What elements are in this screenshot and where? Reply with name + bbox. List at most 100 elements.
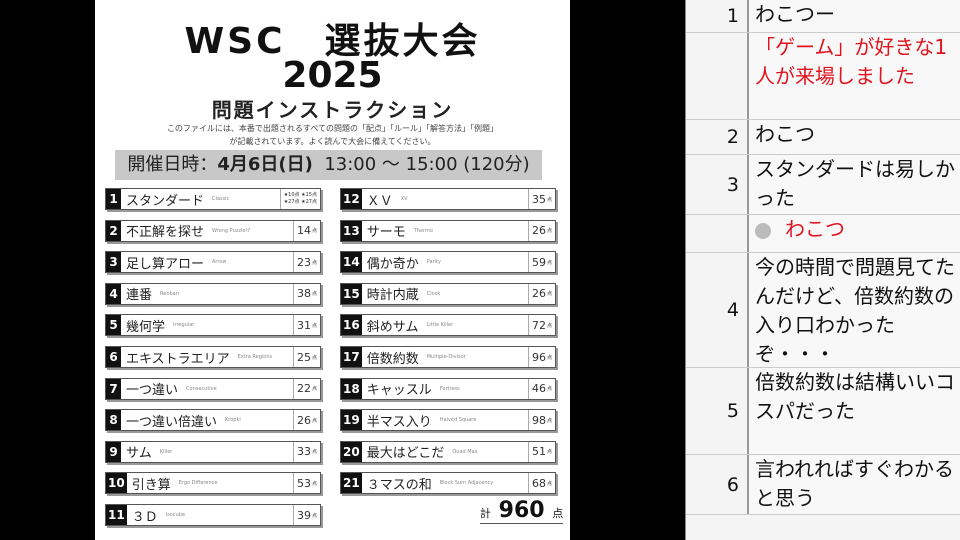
puzzle-number: 11	[106, 505, 127, 525]
puzzle-points: 25 点	[292, 347, 320, 367]
puzzle-number: 14	[341, 252, 362, 273]
puzzle-points: 31 点	[292, 315, 320, 336]
puzzle-row: 4 連番 Renban 38 点	[105, 282, 321, 305]
puzzle-english-name: Multiple-Divisor	[426, 354, 466, 360]
puzzle-name: ＸＶ	[366, 193, 393, 209]
puzzle-number: 18	[341, 378, 362, 399]
puzzle-row: 9 サム Killer 33 点	[105, 440, 321, 463]
puzzle-number: 1	[106, 189, 121, 209]
comment-text: 今の時間で問題見てたんだけど、倍数約数の入り口わかったぞ・・・	[749, 253, 960, 367]
comment-number: 6	[686, 455, 749, 514]
broadcaster-icon	[755, 222, 771, 239]
puzzle-english-name: Ergo Difference	[178, 480, 218, 487]
puzzle-row: 2 不正解を探せ Wrong Puzzle!? 14 点	[105, 219, 321, 242]
comment-row[interactable]: 6 言われればすぐわかると思う	[686, 455, 960, 515]
puzzle-number: 16	[341, 315, 362, 336]
puzzle-name: エキストラエリア	[126, 351, 230, 367]
puzzle-name: 引き算	[131, 477, 171, 493]
puzzle-number: 5	[106, 315, 121, 336]
comment-number	[686, 33, 749, 119]
puzzle-english-name: Extra Regions	[237, 354, 273, 360]
puzzle-name: 一つ違い倍違い	[126, 414, 218, 430]
date-value: 4月6日(日)	[217, 154, 313, 175]
puzzle-name: サーモ	[366, 225, 406, 241]
puzzle-name: 半マス入り	[366, 414, 432, 430]
puzzle-english-name: Isocube	[165, 512, 186, 518]
comment-text: 倍数約数は結構いいコスパだった	[749, 368, 960, 454]
date-bar: 開催日時：4月6日(日) 13:00 ～ 15:00 (120分)	[115, 150, 542, 180]
puzzle-number: 19	[341, 410, 362, 431]
puzzle-row: 1 スタンダード Classic ★10点 ★15点 ★27点 ★27点	[105, 188, 321, 210]
puzzle-points: 26 点	[292, 410, 320, 431]
puzzle-row: 7 一つ違い Consecutive 22 点	[105, 377, 321, 400]
comment-row[interactable]: 5 倍数約数は結構いいコスパだった	[686, 368, 960, 455]
puzzle-row: 17 倍数約数 Multiple-Divisor 96 点	[340, 346, 556, 368]
puzzle-row: 16 斜めサム Little Killer 72 点	[340, 314, 556, 337]
puzzle-name: キャッスル	[366, 383, 432, 399]
puzzle-points: 59 点	[527, 252, 555, 273]
comment-text: わこつ	[749, 215, 960, 252]
puzzle-english-name: Little Killer	[426, 322, 454, 329]
puzzle-name: ３Ｄ	[131, 509, 158, 525]
puzzle-number: 12	[341, 189, 362, 209]
comment-row[interactable]: 「ゲーム」が好きな1人が来場しました	[686, 33, 960, 120]
comment-text: わこつー	[749, 0, 960, 32]
puzzle-english-name: Consecutive	[186, 385, 217, 392]
puzzle-row: 13 サーモ Thermo 26 点	[340, 219, 556, 242]
comment-panel[interactable]: 1 わこつー 「ゲーム」が好きな1人が来場しました 2 わこつ 3 スタンダードは易しかった…	[685, 0, 960, 540]
puzzle-name: 不正解を探せ	[126, 225, 205, 241]
puzzle-english-name: Kropki	[225, 417, 241, 424]
puzzle-points: 35 点	[527, 189, 555, 209]
puzzle-points: 53 点	[292, 473, 320, 494]
puzzle-points: 51 点	[527, 441, 555, 462]
puzzle-points: 26 点	[527, 283, 555, 304]
puzzle-english-name: Block Sum Adjacency	[439, 480, 494, 487]
puzzle-number: 2	[106, 220, 121, 241]
puzzle-english-name: Parity	[426, 259, 441, 266]
puzzle-row: 11 ３Ｄ Isocube 39 点	[105, 504, 321, 526]
comment-number: 4	[686, 253, 749, 367]
puzzle-number: 8	[106, 410, 121, 431]
puzzle-number: 9	[106, 441, 121, 462]
puzzle-name: 一つ違い	[126, 383, 179, 399]
total-label: 計	[480, 507, 491, 520]
puzzle-number: 21	[341, 473, 362, 494]
puzzle-row: 14 偶か奇か Parity 59 点	[340, 251, 556, 274]
puzzle-points: 26 点	[527, 220, 555, 241]
puzzle-english-name: Arrow	[212, 259, 227, 266]
puzzle-row: 19 半マス入り Halved Square 98 点	[340, 409, 556, 432]
total-value: 960	[498, 498, 545, 523]
puzzle-english-name: Thermo	[413, 227, 433, 234]
puzzle-row: 18 キャッスル Fortress 46 点	[340, 377, 556, 400]
comment-row[interactable]: わこつ	[686, 215, 960, 253]
instruction-document: WSC 選抜大会 2025 問題インストラクション このファイルには、本番で出題…	[95, 0, 570, 540]
puzzle-points: 38 点	[292, 283, 320, 304]
puzzle-name: 偶か奇か	[366, 256, 419, 272]
puzzle-english-name: Irregular	[173, 322, 195, 329]
total-unit: 点	[552, 507, 564, 520]
standard-points: ★10点 ★15点 ★27点 ★27点	[279, 189, 320, 209]
puzzle-row: 3 足し算アロー Arrow 23 点	[105, 251, 321, 274]
puzzle-row: 15 時計内蔵 Clock 26 点	[340, 282, 556, 305]
comment-row[interactable]: 4 今の時間で問題見てたんだけど、倍数約数の入り口わかったぞ・・・	[686, 253, 960, 368]
puzzle-points: 46 点	[527, 378, 555, 399]
puzzle-number: 4	[106, 283, 121, 304]
comment-row[interactable]: 3 スタンダードは易しかった	[686, 155, 960, 215]
puzzle-number: 6	[106, 347, 121, 367]
comment-text: スタンダードは易しかった	[749, 155, 960, 214]
puzzle-points: 68 点	[527, 473, 555, 494]
puzzle-english-name: Wrong Puzzle!?	[212, 227, 251, 234]
puzzle-name: 時計内蔵	[366, 288, 419, 304]
puzzle-name: 足し算アロー	[126, 256, 205, 272]
time-value: 13:00 ～ 15:00 (120分)	[324, 154, 530, 175]
description-line-1: このファイルには、本番で出題されるすべての問題の「配点」「ルール」「解答方法」「…	[166, 124, 499, 133]
puzzle-name: スタンダード	[126, 193, 205, 209]
comment-row[interactable]: 2 わこつ	[686, 120, 960, 155]
comment-number: 3	[686, 155, 749, 214]
comment-number: 1	[686, 0, 749, 32]
puzzle-english-name: Killer	[159, 448, 173, 455]
puzzle-number: 7	[106, 378, 121, 399]
puzzle-row: 10 引き算 Ergo Difference 53 点	[105, 472, 321, 495]
comment-number: 5	[686, 368, 749, 454]
comment-row[interactable]: 1 わこつー	[686, 0, 960, 33]
